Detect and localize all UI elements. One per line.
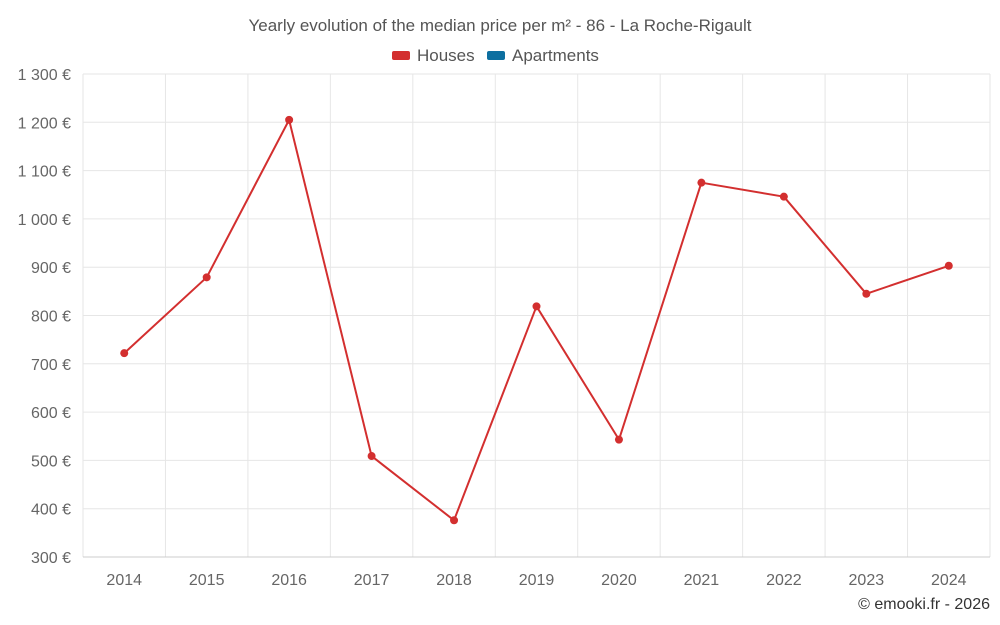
legend-item-apartments[interactable]: Apartments	[487, 46, 599, 65]
x-tick-label: 2018	[436, 572, 472, 589]
y-tick-label: 600 €	[31, 405, 71, 422]
data-point-houses[interactable]	[285, 115, 294, 124]
y-axis-ticks: 300 € 400 € 500 € 600 € 700 € 800 € 900 € 1 000…	[18, 67, 71, 567]
data-point-houses[interactable]	[532, 302, 541, 311]
legend-swatch-apartments	[487, 51, 505, 60]
y-gridlines	[83, 73, 990, 558]
data-point-houses[interactable]	[697, 178, 706, 187]
y-tick-label: 900 €	[31, 260, 71, 277]
x-tick-label: 2014	[106, 572, 142, 589]
y-tick-label: 700 €	[31, 357, 71, 374]
x-tick-label: 2016	[271, 572, 307, 589]
legend-label-houses: Houses	[417, 46, 475, 65]
y-tick-label: 800 €	[31, 309, 71, 326]
y-tick-label: 1 100 €	[18, 164, 71, 181]
x-tick-label: 2015	[189, 572, 225, 589]
x-tick-label: 2023	[849, 572, 885, 589]
data-point-houses[interactable]	[120, 349, 129, 358]
data-point-houses[interactable]	[779, 192, 788, 201]
data-point-houses[interactable]	[614, 435, 623, 444]
data-point-houses[interactable]	[944, 261, 953, 270]
x-tick-label: 2017	[354, 572, 390, 589]
y-tick-label: 1 200 €	[18, 115, 71, 132]
y-tick-label: 300 €	[31, 550, 71, 567]
legend-swatch-houses	[392, 51, 410, 60]
x-axis-ticks: 2014 2015 2016 2017 2018 2019 2020 2021 2022 2023…	[106, 572, 966, 589]
legend: Houses Apartments	[392, 46, 599, 65]
y-tick-label: 1 300 €	[18, 67, 71, 84]
y-tick-label: 1 000 €	[18, 212, 71, 229]
data-point-houses[interactable]	[202, 273, 211, 282]
legend-label-apartments: Apartments	[512, 46, 599, 65]
series-layer	[120, 115, 953, 525]
data-point-houses[interactable]	[367, 452, 376, 461]
x-tick-label: 2019	[519, 572, 555, 589]
chart-title: Yearly evolution of the median price per…	[248, 16, 751, 35]
data-point-houses[interactable]	[862, 289, 871, 298]
y-tick-label: 500 €	[31, 453, 71, 470]
x-tick-label: 2024	[931, 572, 967, 589]
x-tick-label: 2021	[684, 572, 720, 589]
credit: © emooki.fr - 2026	[858, 596, 990, 613]
data-point-houses[interactable]	[450, 516, 459, 525]
legend-item-houses[interactable]: Houses	[392, 46, 475, 65]
x-tick-label: 2022	[766, 572, 802, 589]
y-tick-label: 400 €	[31, 502, 71, 519]
x-tick-label: 2020	[601, 572, 637, 589]
